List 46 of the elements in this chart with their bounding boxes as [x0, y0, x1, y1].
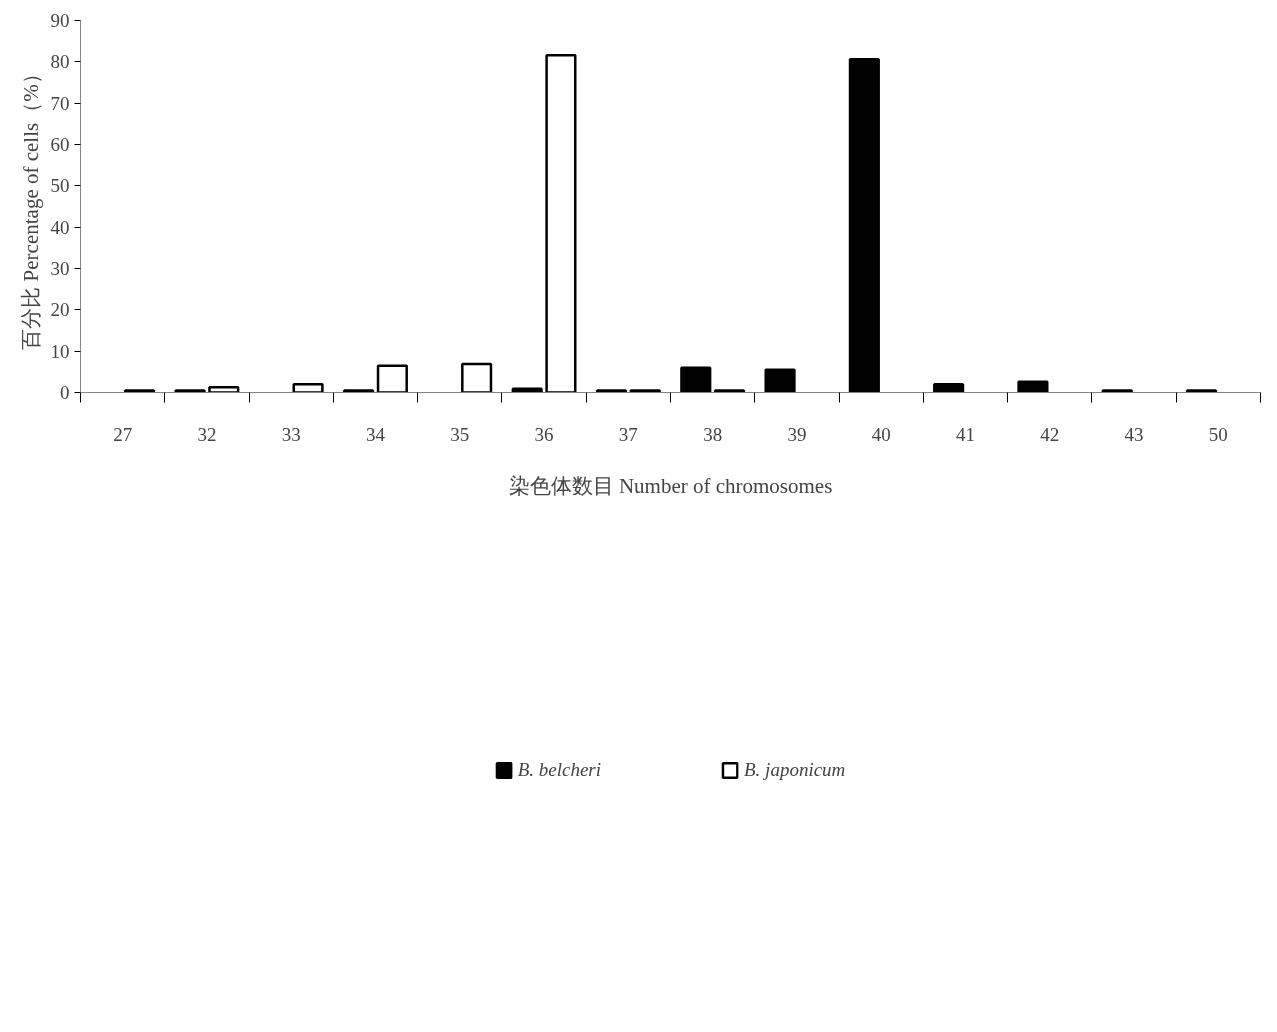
y-tick-label: 30 [50, 258, 70, 279]
bar [123, 389, 156, 393]
bar [461, 362, 493, 393]
y-axis-title: 百分比 Percentage of cells（%） [18, 63, 43, 350]
y-tick-label: 10 [50, 340, 70, 362]
bar [764, 368, 796, 393]
y-tick-label: 0 [60, 382, 70, 403]
bar [680, 366, 712, 393]
x-tick-label: 38 [703, 423, 723, 445]
x-tick-label: 43 [1124, 423, 1144, 445]
y-tick-label: 60 [50, 134, 70, 155]
bar [208, 385, 240, 393]
x-tick-label: 34 [366, 423, 386, 445]
x-tick-label: 42 [1040, 423, 1060, 445]
x-tick-label: 36 [534, 423, 554, 445]
bar [713, 389, 746, 393]
bar [376, 364, 408, 393]
y-tick-label: 90 [50, 10, 70, 31]
x-tick-label: 50 [1208, 423, 1228, 445]
bar [629, 389, 661, 393]
bar [292, 382, 324, 393]
bar [933, 382, 965, 393]
bar [1185, 389, 1218, 393]
bar [1101, 389, 1133, 393]
x-tick-label: 37 [618, 423, 638, 445]
bar [595, 389, 628, 393]
x-tick-label: 39 [787, 423, 807, 445]
y-tick-label: 80 [50, 51, 70, 73]
bar [1017, 380, 1049, 393]
bar [174, 389, 206, 393]
y-tick-label: 40 [50, 216, 70, 238]
x-tick-label: 41 [956, 423, 975, 445]
x-tick-label: 27 [113, 423, 133, 445]
x-tick-label: 33 [281, 423, 301, 445]
x-tick-label: 40 [871, 423, 891, 445]
legend-label: B. japonicum [744, 759, 846, 781]
y-tick-label: 50 [50, 175, 70, 197]
bar [545, 53, 577, 393]
y-tick-label: 20 [50, 299, 70, 321]
legend-label: B. belcheri [517, 759, 602, 781]
bar [848, 58, 880, 393]
x-tick-label: 32 [197, 423, 217, 445]
y-tick-label: 70 [50, 92, 70, 114]
x-axis-title: 染色体数目 Number of chromosomes [508, 473, 833, 498]
x-tick-label: 35 [450, 423, 470, 445]
bar [343, 389, 375, 393]
